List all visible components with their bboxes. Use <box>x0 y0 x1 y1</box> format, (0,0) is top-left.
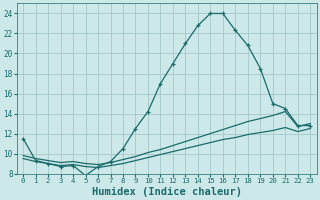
X-axis label: Humidex (Indice chaleur): Humidex (Indice chaleur) <box>92 186 242 197</box>
